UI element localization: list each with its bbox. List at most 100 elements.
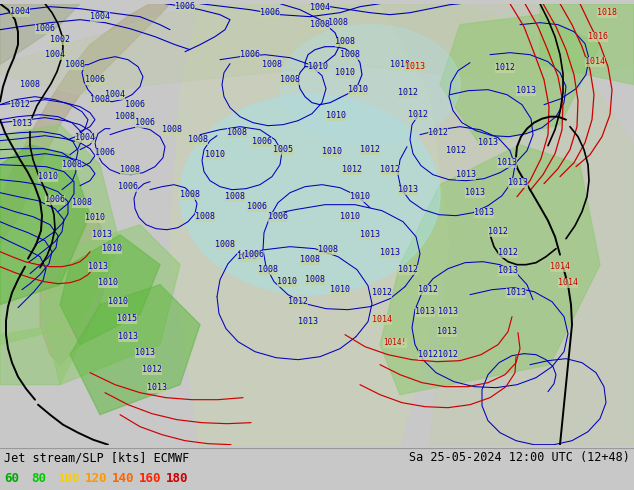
Text: 1004: 1004: [105, 90, 125, 99]
Text: 1010: 1010: [205, 150, 225, 159]
Text: 1013: 1013: [497, 158, 517, 167]
Text: 1010: 1010: [326, 111, 346, 120]
Text: 1014!: 1014!: [384, 338, 406, 347]
Text: 1012: 1012: [438, 350, 458, 359]
Text: 1006: 1006: [45, 195, 65, 204]
Text: 1013: 1013: [498, 266, 518, 275]
Text: 1008: 1008: [310, 20, 330, 29]
Text: 1012: 1012: [488, 227, 508, 236]
Ellipse shape: [280, 24, 460, 145]
Text: 1010: 1010: [38, 172, 58, 181]
Text: 1012: 1012: [142, 365, 162, 374]
Text: 1008: 1008: [162, 125, 182, 134]
Text: 1012: 1012: [408, 110, 428, 119]
Text: 1006: 1006: [240, 50, 260, 59]
Text: 1012: 1012: [10, 100, 30, 109]
Text: 1012: 1012: [372, 288, 392, 297]
Text: 1010: 1010: [85, 213, 105, 222]
Polygon shape: [0, 4, 80, 65]
Text: 1013: 1013: [506, 288, 526, 297]
Text: 1013: 1013: [437, 327, 457, 336]
Text: 1018: 1018: [597, 8, 617, 17]
Text: 1013: 1013: [405, 62, 425, 71]
Text: 1008: 1008: [120, 165, 140, 174]
Text: 1008: 1008: [195, 212, 215, 221]
Text: 120: 120: [85, 472, 108, 485]
Text: 1008: 1008: [280, 75, 300, 84]
Text: 140: 140: [112, 472, 134, 485]
Polygon shape: [0, 124, 120, 344]
Text: 80: 80: [31, 472, 46, 485]
Text: Sa 25-05-2024 12:00 UTC (12+48): Sa 25-05-2024 12:00 UTC (12+48): [409, 451, 630, 465]
Ellipse shape: [180, 95, 440, 294]
Text: 1010: 1010: [277, 277, 297, 286]
Polygon shape: [70, 285, 200, 415]
Text: 1012: 1012: [498, 248, 518, 257]
Text: 1006: 1006: [175, 2, 195, 11]
Text: 1004: 1004: [90, 12, 110, 21]
Text: 1016: 1016: [588, 32, 608, 41]
Text: 1012: 1012: [418, 350, 438, 359]
Text: 1006: 1006: [95, 148, 115, 157]
Text: 1012: 1012: [495, 63, 515, 72]
Text: 1004: 1004: [10, 7, 30, 16]
Text: 1006: 1006: [35, 24, 55, 33]
Text: 1013: 1013: [465, 188, 485, 197]
Text: 1013: 1013: [92, 230, 112, 239]
Text: 1002: 1002: [50, 35, 70, 44]
Text: 1013: 1013: [360, 230, 380, 239]
Text: 1014: 1014: [550, 262, 570, 271]
Text: 1010: 1010: [98, 278, 118, 287]
Text: 1006: 1006: [247, 202, 267, 211]
Text: 1013: 1013: [380, 248, 400, 257]
Text: 1006: 1006: [268, 212, 288, 221]
Text: 1010: 1010: [308, 62, 328, 71]
Text: 1010: 1010: [102, 244, 122, 253]
Text: 1008: 1008: [180, 190, 200, 199]
Text: 1013: 1013: [88, 262, 108, 271]
Text: 1013: 1013: [438, 307, 458, 316]
Text: 1008: 1008: [335, 37, 355, 46]
Text: 1010: 1010: [335, 68, 355, 77]
Text: 1008: 1008: [188, 135, 208, 144]
Text: 1008: 1008: [65, 60, 85, 69]
Text: 1012: 1012: [428, 128, 448, 137]
Text: 1013: 1013: [456, 170, 476, 179]
Polygon shape: [0, 325, 80, 385]
Text: 1012: 1012: [360, 145, 380, 154]
Text: 1008: 1008: [227, 128, 247, 137]
Text: 1013: 1013: [147, 383, 167, 392]
Polygon shape: [380, 145, 600, 394]
Text: 1013: 1013: [474, 208, 494, 217]
Text: 1006: 1006: [125, 100, 145, 109]
Text: 1005: 1005: [273, 145, 293, 154]
Polygon shape: [380, 4, 634, 445]
Text: 1008: 1008: [225, 192, 245, 201]
Text: 1004: 1004: [310, 3, 330, 12]
Text: 1013: 1013: [118, 332, 138, 341]
Text: 1013: 1013: [135, 348, 155, 357]
Text: 1008: 1008: [318, 245, 338, 254]
Text: 1013: 1013: [516, 86, 536, 95]
Text: 1008: 1008: [262, 60, 282, 69]
Text: 1012: 1012: [446, 146, 466, 155]
Text: 1008: 1008: [300, 255, 320, 264]
Polygon shape: [540, 4, 634, 85]
Text: 1012: 1012: [398, 265, 418, 274]
Text: 1006: 1006: [252, 137, 272, 146]
Text: 1008: 1008: [90, 95, 110, 104]
Text: 1008: 1008: [305, 275, 325, 284]
Polygon shape: [60, 235, 160, 344]
Text: 100: 100: [58, 472, 81, 485]
Text: 1004: 1004: [45, 50, 65, 59]
Text: 1014: 1014: [558, 278, 578, 287]
Text: 1008: 1008: [72, 198, 92, 207]
Text: 1006: 1006: [118, 182, 138, 191]
Text: 1010: 1010: [390, 60, 410, 69]
Text: 1010: 1010: [108, 297, 128, 306]
Text: 1008: 1008: [62, 160, 82, 169]
Text: 1012: 1012: [418, 285, 438, 294]
Polygon shape: [40, 205, 110, 365]
Text: 1013: 1013: [12, 119, 32, 128]
Text: 1008: 1008: [215, 240, 235, 249]
